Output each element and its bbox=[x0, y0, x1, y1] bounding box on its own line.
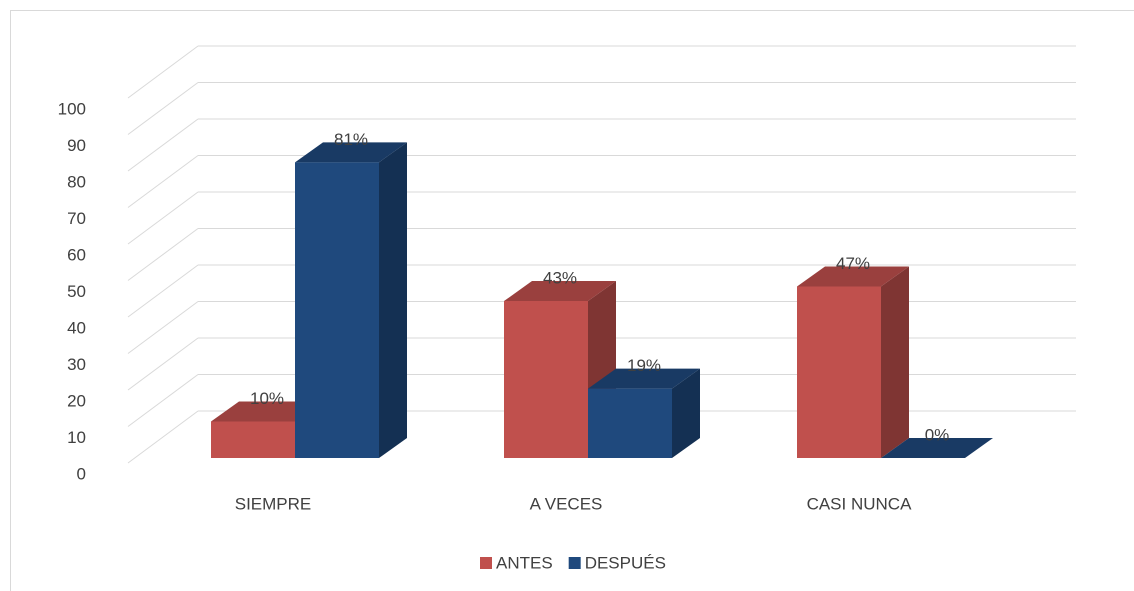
bar-face bbox=[881, 266, 909, 458]
grid-line bbox=[127, 228, 199, 281]
y-tick-label: 60 bbox=[67, 245, 86, 264]
x-tick-label: A VECES bbox=[530, 494, 603, 513]
bar-face bbox=[588, 388, 672, 458]
x-tick-label: SIEMPRE bbox=[235, 494, 312, 513]
data-label: 10% bbox=[250, 389, 284, 408]
legend-label: ANTES bbox=[496, 553, 553, 572]
bar-face bbox=[504, 281, 616, 302]
bar bbox=[881, 438, 993, 458]
bar-face bbox=[797, 286, 881, 458]
bar-face bbox=[588, 368, 700, 389]
grid-line bbox=[127, 301, 199, 354]
bar-face bbox=[672, 368, 700, 458]
grid-line bbox=[127, 410, 199, 464]
grid-line bbox=[127, 191, 199, 245]
y-tick-label: 40 bbox=[67, 318, 86, 337]
y-tick-label: 100 bbox=[58, 99, 86, 118]
bar-face bbox=[881, 438, 993, 458]
data-label: 81% bbox=[334, 130, 368, 149]
grid-line bbox=[127, 337, 199, 391]
grid-line bbox=[127, 155, 199, 208]
bar-face bbox=[295, 162, 379, 458]
chart-frame bbox=[10, 10, 1134, 591]
data-label: 43% bbox=[543, 269, 577, 288]
y-tick-label: 70 bbox=[67, 209, 86, 228]
y-tick-label: 50 bbox=[67, 282, 86, 301]
legend-swatch bbox=[480, 557, 492, 569]
legend-label: DESPUÉS bbox=[585, 553, 666, 572]
grid-line bbox=[127, 264, 199, 318]
bar-face bbox=[797, 266, 909, 287]
bar-face bbox=[504, 301, 588, 458]
bar bbox=[797, 266, 909, 458]
y-tick-label: 20 bbox=[67, 391, 86, 410]
y-tick-label: 30 bbox=[67, 355, 86, 374]
bar bbox=[588, 368, 700, 458]
bar-face bbox=[379, 142, 407, 458]
data-label: 19% bbox=[627, 356, 661, 375]
y-tick-label: 90 bbox=[67, 136, 86, 155]
grid-line bbox=[127, 82, 199, 135]
y-tick-label: 10 bbox=[67, 428, 86, 447]
y-tick-label: 80 bbox=[67, 172, 86, 191]
x-tick-label: CASI NUNCA bbox=[807, 494, 913, 513]
data-label: 47% bbox=[836, 254, 870, 273]
grid-line bbox=[127, 45, 199, 99]
grid-line bbox=[127, 374, 199, 427]
bar bbox=[295, 142, 407, 458]
data-label: 0% bbox=[925, 425, 950, 444]
y-tick-label: 0 bbox=[77, 464, 86, 483]
bar-face bbox=[295, 142, 407, 163]
bar-face bbox=[211, 421, 295, 458]
legend-swatch bbox=[568, 557, 581, 569]
grid-line bbox=[127, 118, 199, 172]
